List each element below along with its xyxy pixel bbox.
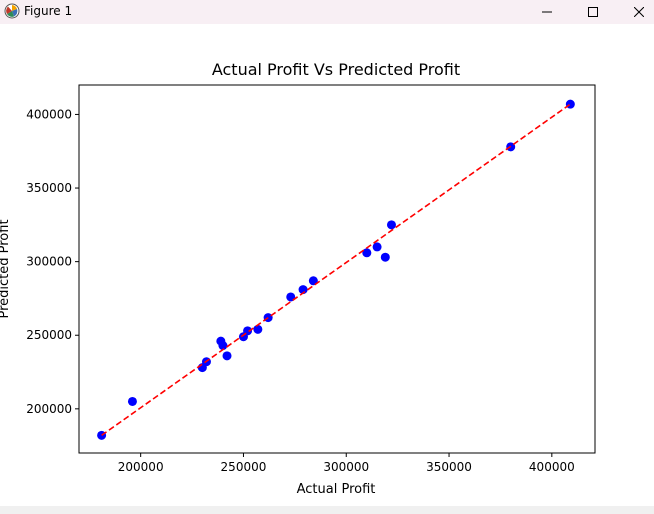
status-bar — [0, 506, 654, 514]
matplotlib-app-icon — [4, 3, 20, 19]
chart-title: Actual Profit Vs Predicted Profit — [212, 60, 460, 79]
data-point — [362, 248, 372, 258]
x-tick-label: 350000 — [426, 460, 472, 474]
title-bar: Figure 1 — [0, 0, 654, 24]
y-tick-label: 400000 — [26, 107, 72, 121]
close-icon — [634, 7, 644, 17]
data-point — [380, 252, 390, 262]
data-point — [253, 324, 263, 334]
scatter-chart: Actual Profit Vs Predicted Profit 200000… — [0, 60, 596, 497]
maximize-icon — [588, 7, 598, 17]
data-point — [127, 396, 137, 406]
window-title: Figure 1 — [24, 4, 73, 18]
close-button[interactable] — [616, 0, 654, 24]
y-tick-label: 300000 — [26, 255, 72, 269]
minimize-icon — [542, 11, 552, 13]
x-tick-label: 250000 — [221, 460, 267, 474]
data-point — [298, 285, 308, 295]
data-point — [308, 276, 318, 286]
x-axis-ticks: 200000 250000 300000 350000 400000 — [118, 453, 575, 474]
data-point — [372, 242, 382, 252]
fit-line — [101, 103, 571, 436]
plot-marks — [97, 99, 575, 440]
y-axis-ticks: 200000 250000 300000 350000 400000 — [26, 107, 79, 416]
data-point — [218, 341, 228, 351]
data-point — [222, 351, 232, 361]
y-axis-label: Predicted Profit — [0, 219, 12, 318]
x-tick-label: 300000 — [323, 460, 369, 474]
y-tick-label: 350000 — [26, 181, 72, 195]
y-tick-label: 250000 — [26, 328, 72, 342]
x-tick-label: 200000 — [118, 460, 164, 474]
minimize-button[interactable] — [524, 0, 570, 24]
data-point — [386, 220, 396, 230]
plot-frame — [78, 84, 596, 454]
y-tick-label: 200000 — [26, 402, 72, 416]
maximize-button[interactable] — [570, 0, 616, 24]
x-tick-label: 400000 — [529, 460, 575, 474]
x-axis-label: Actual Profit — [297, 482, 376, 497]
